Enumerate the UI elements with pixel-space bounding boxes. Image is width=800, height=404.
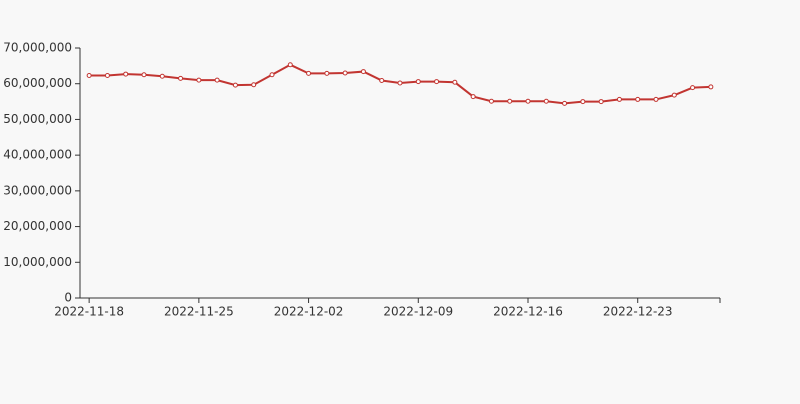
point: [196, 77, 202, 83]
point: [543, 98, 549, 104]
point: [671, 92, 677, 98]
x-tick-label: 2022-12-16: [493, 305, 563, 319]
y-tick-label: 10,000,000: [3, 255, 72, 269]
point: [104, 73, 110, 78]
point: [251, 82, 257, 88]
point: [123, 71, 129, 77]
point: [232, 82, 238, 88]
y-tick-label: 60,000,000: [3, 76, 72, 90]
point: [415, 79, 421, 85]
point: [690, 85, 696, 91]
point: [214, 77, 220, 83]
point: [287, 62, 293, 68]
point: [598, 99, 604, 105]
point: [616, 96, 622, 102]
point: [342, 70, 348, 76]
point: [452, 79, 458, 85]
x-tick-label: 2022-12-02: [274, 305, 344, 319]
x-tick-label: 2022-12-23: [603, 305, 673, 319]
point: [159, 73, 165, 79]
point: [379, 78, 385, 83]
x-tick-label: 2022-12-09: [383, 305, 453, 319]
y-tick-label: 30,000,000: [3, 183, 72, 197]
point: [562, 100, 568, 106]
point: [360, 69, 366, 75]
point: [507, 98, 513, 104]
x-tick-label: 2022-11-18: [54, 305, 124, 319]
y-tick-label: 40,000,000: [3, 148, 72, 162]
point: [434, 79, 440, 85]
point: [580, 99, 586, 105]
point: [653, 96, 659, 102]
y-tick-label: 20,000,000: [3, 219, 72, 233]
point: [525, 98, 531, 104]
point: [306, 70, 312, 76]
point: [178, 75, 184, 81]
point: [708, 84, 714, 90]
point: [397, 80, 403, 86]
y-tick-label: 0: [64, 291, 72, 305]
y-tick-label: 50,000,000: [3, 112, 72, 126]
point: [86, 73, 92, 78]
point: [470, 94, 476, 100]
point: [324, 70, 330, 76]
point: [488, 98, 494, 104]
x-tick-label: 2022-11-25: [164, 305, 234, 319]
point: [141, 72, 147, 78]
point: [635, 96, 641, 102]
y-tick-label: 70,000,000: [3, 41, 72, 55]
point: [269, 72, 275, 78]
